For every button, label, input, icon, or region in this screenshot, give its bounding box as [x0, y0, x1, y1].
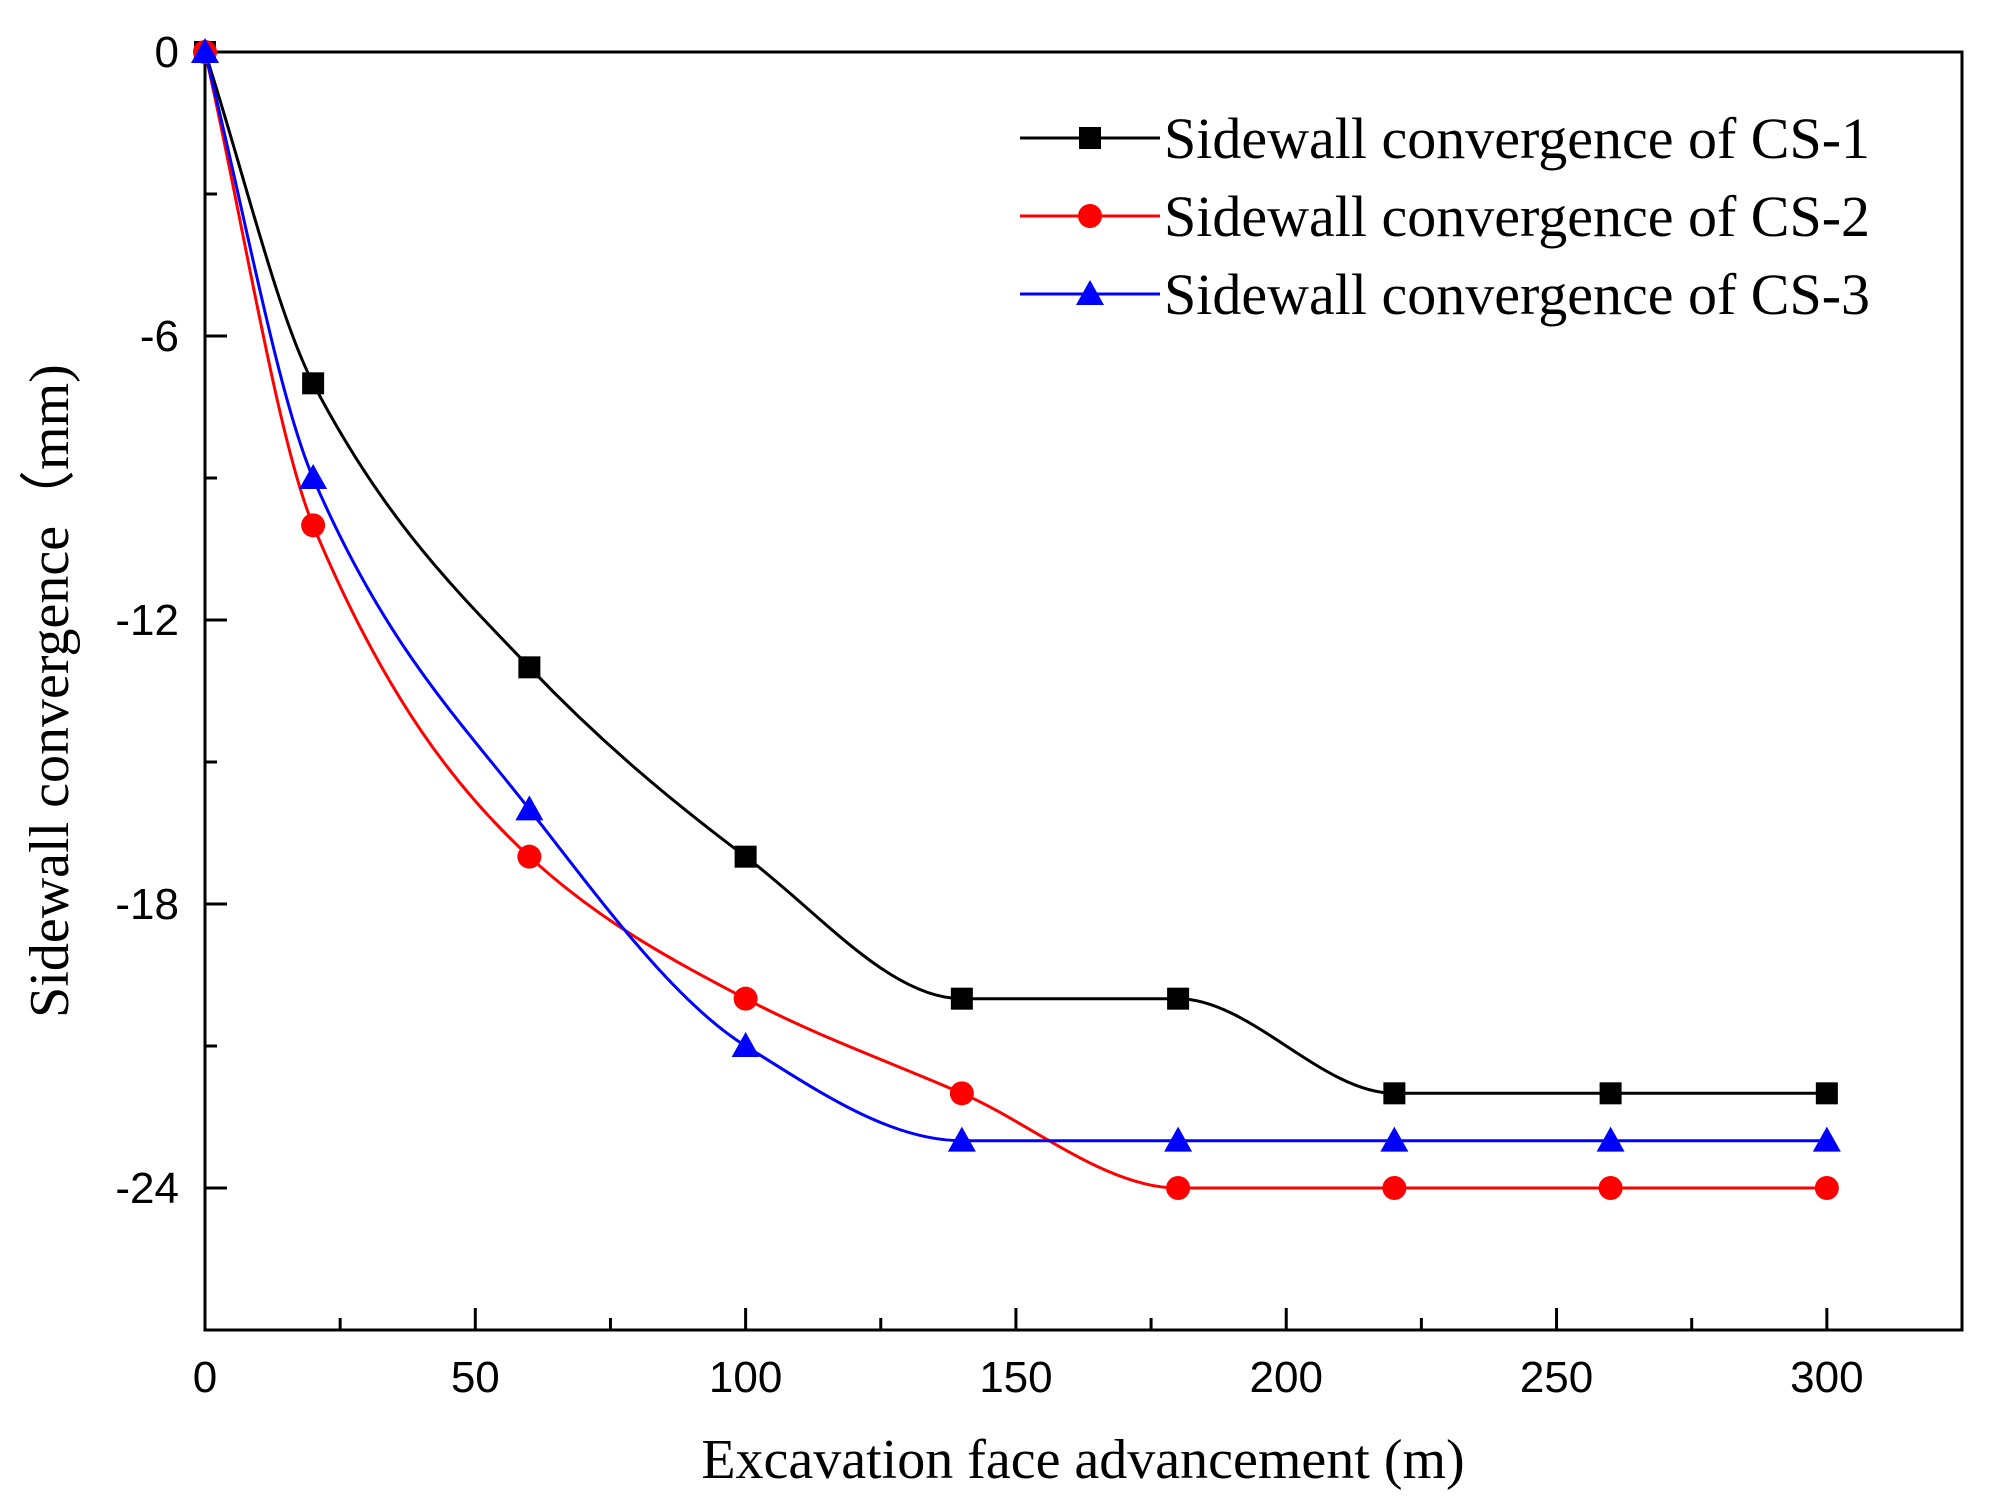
data-point-cs-2	[1166, 1176, 1191, 1200]
x-axis-ticks: 0 50 100 150 200 250 300	[193, 1308, 1964, 1402]
data-point-cs-2	[517, 844, 542, 869]
data-point-cs-2	[949, 1081, 974, 1106]
data-point-cs-1	[950, 987, 973, 1010]
x-tick-label: 200	[1250, 1353, 1323, 1402]
legend-marker-cs-2	[1078, 204, 1102, 228]
data-point-cs-1	[518, 656, 541, 679]
data-point-cs-2	[301, 513, 326, 538]
data-point-cs-2	[1382, 1176, 1407, 1200]
data-point-cs-1	[734, 845, 757, 868]
series-line-cs-3	[203, 51, 1827, 1143]
legend-label-cs-3: Sidewall convergence of CS-3	[1164, 262, 1870, 327]
legend-marker-cs-3	[1076, 280, 1104, 305]
data-point-cs-3	[515, 795, 544, 821]
series-markers	[191, 38, 1841, 1200]
data-point-cs-3	[1164, 1126, 1193, 1152]
data-point-cs-1	[1815, 1082, 1838, 1105]
x-tick-label: 250	[1520, 1353, 1593, 1402]
data-point-cs-1	[1383, 1082, 1406, 1105]
data-point-cs-2	[1814, 1176, 1839, 1200]
data-point-cs-2	[1598, 1176, 1623, 1200]
data-point-cs-3	[191, 38, 219, 63]
data-point-cs-3	[947, 1126, 976, 1152]
y-axis-ticks: 0 -6 -12 -18 -24	[115, 28, 227, 1332]
plot-frame	[203, 50, 1964, 1332]
data-point-cs-3	[299, 464, 328, 489]
legend-label-cs-1: Sidewall convergence of CS-1	[1164, 106, 1870, 171]
x-axis-title: Excavation face advancement (m)	[701, 1429, 1464, 1491]
x-tick-label: 0	[193, 1353, 217, 1402]
x-tick-label: 150	[979, 1353, 1052, 1402]
legend-label-cs-2: Sidewall convergence of CS-2	[1164, 184, 1870, 249]
data-point-cs-2	[733, 986, 758, 1011]
data-point-cs-1	[1599, 1082, 1622, 1105]
y-tick-label: -18	[115, 880, 179, 929]
data-point-cs-3	[731, 1032, 760, 1057]
data-point-cs-3	[1380, 1126, 1409, 1152]
series-line-cs-1	[203, 51, 1827, 1095]
data-point-cs-3	[1596, 1126, 1625, 1152]
data-point-cs-3	[1812, 1126, 1841, 1152]
y-tick-label: -6	[140, 312, 179, 361]
legend-marker-cs-1	[1079, 127, 1101, 149]
y-tick-label: 0	[155, 28, 179, 77]
x-tick-label: 300	[1790, 1353, 1863, 1402]
y-tick-label: -24	[115, 1164, 179, 1213]
x-tick-label: 100	[709, 1353, 782, 1402]
legend: Sidewall convergence of CS-1 Sidewall con…	[1020, 106, 1870, 327]
x-tick-label: 50	[451, 1353, 500, 1402]
data-point-cs-1	[1167, 987, 1190, 1010]
y-tick-label: -12	[115, 596, 179, 645]
y-axis-title: Sidewall convergence（mm)	[19, 364, 81, 1018]
data-point-cs-1	[302, 372, 325, 395]
